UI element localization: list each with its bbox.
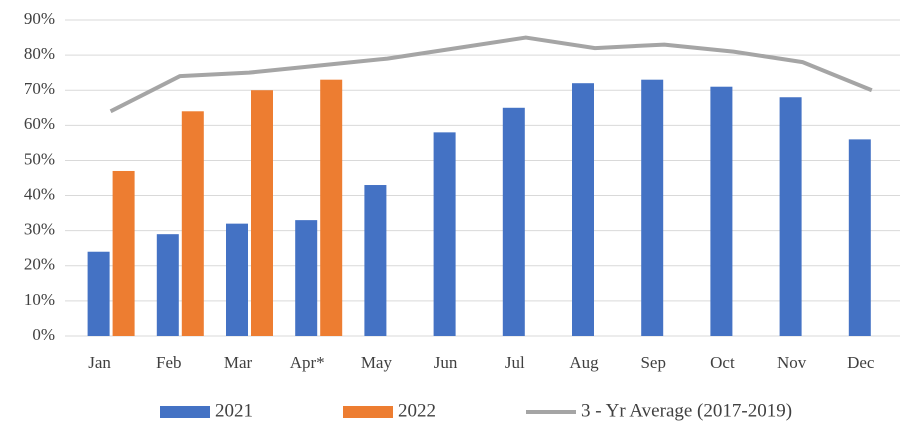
legend-label: 3 - Yr Average (2017-2019) [581, 400, 792, 421]
bar [572, 83, 594, 336]
x-tick-label: May [361, 353, 393, 372]
x-tick-label: Apr* [290, 353, 325, 372]
bar [112, 170, 135, 336]
legend-swatch [343, 406, 393, 418]
y-tick-label: 40% [24, 184, 55, 203]
x-tick-label: Sep [640, 353, 666, 372]
bar [320, 79, 343, 336]
y-tick-label: 10% [24, 290, 55, 309]
bar [226, 223, 248, 336]
x-tick-label: Mar [224, 353, 253, 372]
x-tick-label: Feb [156, 353, 182, 372]
bar [364, 185, 387, 336]
x-tick-label: Jan [88, 353, 111, 372]
bar [433, 132, 456, 336]
y-tick-label: 80% [24, 44, 55, 63]
bar [779, 97, 802, 336]
legend-swatch [160, 406, 210, 418]
y-tick-label: 90% [24, 9, 55, 28]
bar [156, 234, 179, 336]
bar [87, 251, 110, 336]
bar [295, 220, 318, 336]
x-tick-label: Dec [847, 353, 875, 372]
y-tick-label: 50% [24, 149, 55, 168]
x-tick-label: Oct [710, 353, 735, 372]
bar [181, 111, 204, 337]
legend-label: 2022 [398, 400, 436, 421]
bar [251, 90, 273, 336]
y-tick-label: 20% [24, 255, 55, 274]
y-tick-label: 30% [24, 220, 55, 239]
x-tick-label: Jul [505, 353, 525, 372]
x-tick-label: Aug [569, 353, 599, 372]
bar [502, 107, 525, 337]
bar [710, 86, 733, 336]
y-tick-label: 0% [32, 325, 55, 344]
y-tick-label: 70% [24, 79, 55, 98]
x-tick-label: Nov [777, 353, 807, 372]
line [109, 35, 873, 114]
bar [641, 79, 664, 336]
x-tick-label: Jun [434, 353, 458, 372]
y-tick-label: 60% [24, 114, 55, 133]
bar [848, 139, 871, 336]
legend-label: 2021 [215, 400, 253, 421]
